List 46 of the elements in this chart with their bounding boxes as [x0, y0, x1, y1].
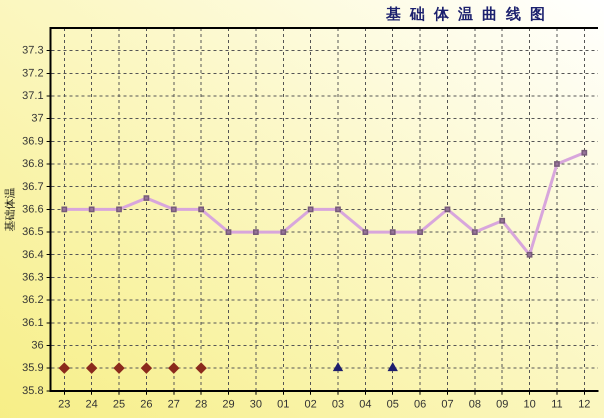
- chart-title: 基础体温曲线图: [386, 5, 554, 24]
- x-tick-label: 02: [304, 398, 317, 410]
- x-tick-label: 29: [222, 398, 235, 410]
- point: [58, 362, 70, 374]
- point: [86, 362, 98, 374]
- x-tick-label: 09: [496, 398, 508, 410]
- y-tick-label: 37.2: [22, 67, 44, 80]
- x-tick-label: 12: [578, 398, 590, 410]
- point: [333, 362, 343, 372]
- point: [168, 362, 180, 374]
- x-tick-label: 27: [168, 398, 180, 410]
- x-tick-label: 23: [58, 398, 70, 410]
- x-tick-label: 24: [86, 398, 98, 410]
- y-tick-label: 36: [31, 339, 44, 352]
- x-tick-label: 01: [277, 398, 290, 410]
- point: [140, 362, 152, 374]
- y-tick-label: 36.4: [22, 248, 44, 261]
- point: [196, 362, 207, 374]
- y-tick-label: 35.9: [22, 362, 44, 374]
- x-tick-label: 25: [112, 398, 126, 410]
- x-tick-label: 04: [359, 398, 372, 410]
- y-tick-label: 37.3: [22, 44, 44, 57]
- point: [388, 362, 398, 372]
- y-tick-label: 36.2: [22, 294, 44, 306]
- y-tick-label: 36.6: [22, 203, 44, 216]
- x-tick-label: 07: [441, 398, 454, 410]
- x-tick-label: 28: [195, 398, 208, 410]
- y-tick-label: 36.7: [22, 180, 44, 193]
- x-tick-label: 30: [250, 398, 262, 410]
- point: [114, 362, 125, 374]
- y-tick-label: 36.5: [22, 226, 44, 238]
- y-tick-label: 36.3: [22, 271, 44, 284]
- y-tick-label: 35.8: [22, 384, 44, 397]
- y-axis-title: 基础体温: [3, 187, 16, 232]
- x-tick-label: 06: [414, 398, 426, 410]
- y-tick-label: 36.1: [22, 316, 44, 329]
- y-tick-label: 36.8: [22, 158, 44, 170]
- x-tick-label: 11: [551, 398, 563, 410]
- y-tick-label: 37.1: [22, 90, 44, 102]
- y-tick-label: 36.9: [22, 135, 44, 148]
- x-tick-label: 10: [523, 398, 536, 410]
- x-tick-label: 26: [140, 398, 153, 410]
- y-tick-label: 37: [31, 112, 44, 125]
- x-tick-label: 03: [332, 398, 344, 410]
- x-tick-label: 08: [468, 398, 481, 410]
- x-tick-label: 05: [386, 398, 399, 410]
